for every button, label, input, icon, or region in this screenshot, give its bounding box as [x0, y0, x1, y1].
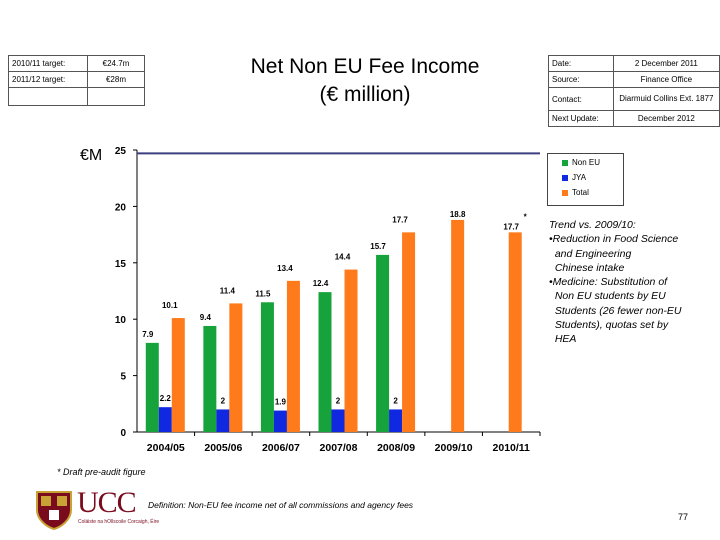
title-line-1: Net Non EU Fee Income [250, 55, 480, 78]
targets-table: 2010/11 target: €24.7m 2011/12 target: €… [8, 55, 145, 106]
y-tick-label: 5 [120, 372, 126, 383]
page-title: Net Non EU Fee Income (€ million) [215, 53, 515, 109]
bar-total [451, 219, 465, 432]
data-label: 13.4 [277, 264, 293, 273]
logo-subtitle: Coláiste na hOllscoile Corcaigh, Éire [78, 519, 160, 525]
title-line-2: (€ million) [319, 83, 411, 106]
targets-row: 2011/12 target: €28m [8, 71, 145, 88]
logo-wordmark: UCC [77, 486, 137, 519]
x-tick-label: 2005/06 [204, 442, 242, 454]
bar-jya [389, 409, 403, 432]
data-label: 2 [336, 396, 341, 405]
y-tick-label: 20 [115, 202, 127, 213]
note-line: •Medicine: Substitution of [549, 276, 668, 289]
y-tick-label: 10 [115, 315, 127, 326]
note-line: and Engineering [549, 247, 632, 260]
data-label: 15.7 [370, 242, 386, 251]
meta-row: Contact: Diarmuid Collins Ext. 1877 [548, 87, 720, 111]
note-line: Students (26 fewer non-EU [549, 304, 682, 317]
bar-total [402, 232, 416, 432]
data-label: 1.9 [275, 398, 287, 407]
bar-non-eu [145, 342, 159, 432]
legend-swatch [562, 189, 568, 196]
data-label: 18.8 [450, 210, 466, 219]
draft-footnote: * Draft pre-audit figure [57, 467, 146, 477]
legend-item: JYA [562, 173, 586, 182]
note-line: •Reduction in Food Science [549, 233, 679, 246]
ucc-logo: UCC Coláiste na hOllscoile Corcaigh, Éir… [35, 486, 235, 531]
note-line: Trend vs. 2009/10: [549, 219, 636, 231]
meta-value: Diarmuid Collins Ext. 1877 [612, 87, 720, 111]
legend-swatch [562, 159, 568, 166]
note-line: Non EU students by EU [549, 290, 666, 303]
data-label: 2 [221, 396, 226, 405]
x-tick-label: 2007/08 [320, 442, 358, 454]
targets-row: 2010/11 target: €24.7m [8, 55, 145, 72]
data-label: 7.9 [142, 330, 154, 339]
bar-total [508, 232, 522, 432]
bar-non-eu [376, 254, 390, 432]
y-tick-label: 0 [120, 428, 126, 439]
legend-label: Total [572, 188, 589, 197]
target-value [87, 87, 145, 106]
data-label: 10.1 [162, 301, 178, 310]
data-label: 2 [393, 396, 398, 405]
legend-label: Non EU [572, 158, 601, 167]
data-label: 11.5 [255, 289, 271, 298]
y-unit-label: €M [80, 147, 103, 164]
note-line: HEA [549, 333, 577, 346]
y-tick-label: 25 [115, 146, 127, 157]
x-tick-label: 2009/10 [435, 442, 473, 454]
x-tick-label: 2004/05 [147, 442, 185, 454]
bar-total [344, 269, 358, 432]
legend-swatch [562, 174, 568, 181]
legend-label: JYA [572, 173, 587, 182]
meta-row: Date: 2 December 2011 [548, 55, 720, 72]
chart-legend: Non EU JYA Total [547, 153, 624, 206]
bar-jya [331, 409, 345, 432]
crest-icon [36, 491, 72, 531]
data-label: 11.4 [220, 286, 236, 295]
data-label: 14.4 [335, 253, 351, 262]
data-label: 9.4 [200, 313, 212, 322]
note-line: Chinese intake [549, 261, 625, 274]
meta-value: December 2012 [612, 110, 720, 127]
bar-non-eu [203, 325, 217, 432]
note-line: Students), quotas set by [549, 319, 669, 332]
meta-table: Date: 2 December 2011 Source: Finance Of… [548, 55, 720, 127]
bar-jya [158, 407, 172, 432]
x-tick-label: 2006/07 [262, 442, 300, 454]
data-label: 17.7 [503, 222, 519, 231]
definition-note: Definition: Non-EU fee income net of all… [148, 500, 414, 510]
bar-jya [216, 409, 230, 432]
trend-notes: Trend vs. 2009/10: •Reduction in Food Sci… [549, 218, 709, 347]
data-label: 2.2 [160, 394, 172, 403]
x-tick-label: 2008/09 [377, 442, 415, 454]
data-label: 12.4 [313, 279, 329, 288]
y-tick-label: 15 [115, 259, 127, 270]
bar-jya [273, 410, 287, 432]
legend-item: Non EU [562, 158, 600, 167]
bar-total [171, 318, 185, 432]
bar-total [286, 280, 300, 432]
legend-item: Total [562, 188, 589, 197]
data-label: 17.7 [392, 215, 408, 224]
bar-total [229, 303, 243, 432]
x-tick-label: 2010/11 [493, 442, 531, 454]
meta-label: Contact: [548, 87, 614, 111]
targets-row [8, 87, 145, 106]
bar-non-eu [318, 292, 332, 432]
page-number: 77 [678, 512, 689, 522]
annotation-label: * [524, 212, 528, 221]
meta-row: Next Update: December 2012 [548, 110, 720, 127]
bar-non-eu [260, 302, 274, 432]
